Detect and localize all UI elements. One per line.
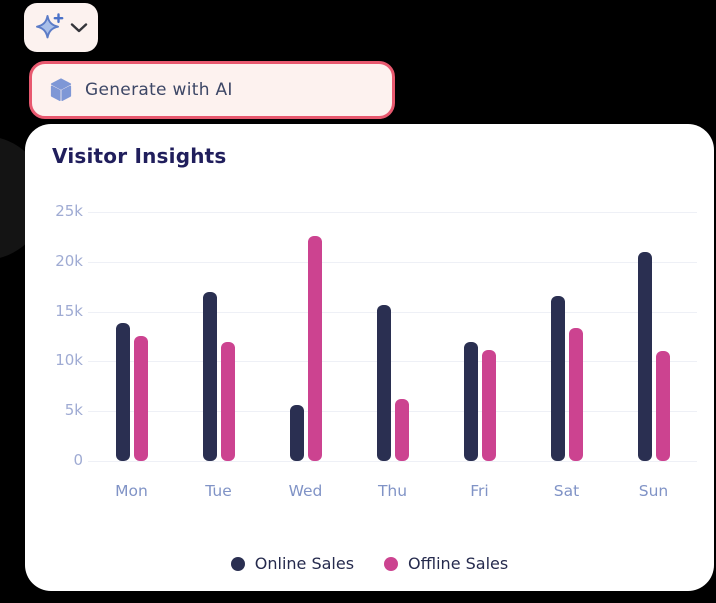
x-axis-label: Tue — [205, 482, 232, 500]
grid-line — [88, 361, 697, 363]
grid-line — [88, 461, 697, 462]
bar-online-sales — [289, 405, 304, 461]
x-axis-label: Sat — [553, 482, 580, 500]
bar-group-sat — [550, 212, 583, 461]
bar-online-sales — [115, 322, 130, 461]
bar-offline-sales — [394, 399, 409, 461]
bar-online-sales — [637, 251, 652, 461]
visitor-insights-card: Visitor Insights 0 5k 10k 15k 20k 25k Mon Tue We… — [25, 124, 714, 591]
y-axis-label: 20k — [55, 251, 83, 270]
y-axis-label: 10k — [55, 351, 83, 370]
bar-group-wed — [289, 212, 322, 461]
cube-icon — [50, 78, 72, 102]
offline-sales-swatch — [384, 556, 399, 571]
card-title: Visitor Insights — [52, 144, 227, 168]
bar-online-sales — [376, 304, 391, 461]
grid-line — [88, 212, 697, 213]
bar-online-sales — [550, 295, 565, 461]
bar-offline-sales — [655, 351, 670, 461]
grid-line — [88, 311, 697, 313]
legend-item-online: Online Sales — [230, 554, 355, 573]
x-axis-label: Fri — [470, 482, 489, 500]
bar-offline-sales — [481, 350, 496, 461]
chevron-down-icon — [70, 22, 88, 33]
bar-group-tue — [202, 212, 235, 461]
y-axis-label: 25k — [55, 202, 83, 220]
plot-area — [88, 212, 697, 461]
legend-item-offline: Offline Sales — [384, 554, 508, 573]
y-axis-label: 5k — [64, 401, 83, 420]
y-axis-label: 15k — [55, 301, 83, 320]
grid-line — [88, 261, 697, 263]
bar-group-mon — [115, 212, 148, 461]
menu-item-label: Generate with AI — [85, 80, 233, 100]
generate-with-ai-menu-item[interactable]: Generate with AI — [29, 61, 395, 119]
ai-generate-button[interactable] — [24, 3, 98, 52]
y-axis-label: 0 — [73, 451, 83, 469]
sparkle-plus-icon — [34, 11, 65, 44]
bar-group-thu — [376, 212, 409, 461]
x-axis-label: Wed — [288, 482, 323, 500]
chart-legend: Online Sales Offline Sales — [25, 554, 714, 573]
bar-online-sales — [463, 342, 478, 461]
grid-line — [88, 411, 697, 413]
bar-offline-sales — [568, 327, 583, 461]
bar-offline-sales — [220, 342, 235, 461]
bar-online-sales — [202, 291, 217, 461]
bar-group-fri — [463, 212, 496, 461]
bar-offline-sales — [307, 235, 322, 461]
legend-label: Online Sales — [254, 554, 355, 573]
x-axis-label: Thu — [377, 482, 408, 500]
x-axis-label: Sun — [638, 482, 669, 500]
bar-group-sun — [637, 212, 670, 461]
online-sales-swatch — [230, 556, 245, 571]
x-axis-label: Mon — [115, 482, 148, 500]
legend-label: Offline Sales — [408, 554, 509, 573]
bar-offline-sales — [133, 335, 148, 461]
x-axis: Mon Tue Wed Thu Fri Sat Sun — [88, 482, 697, 500]
